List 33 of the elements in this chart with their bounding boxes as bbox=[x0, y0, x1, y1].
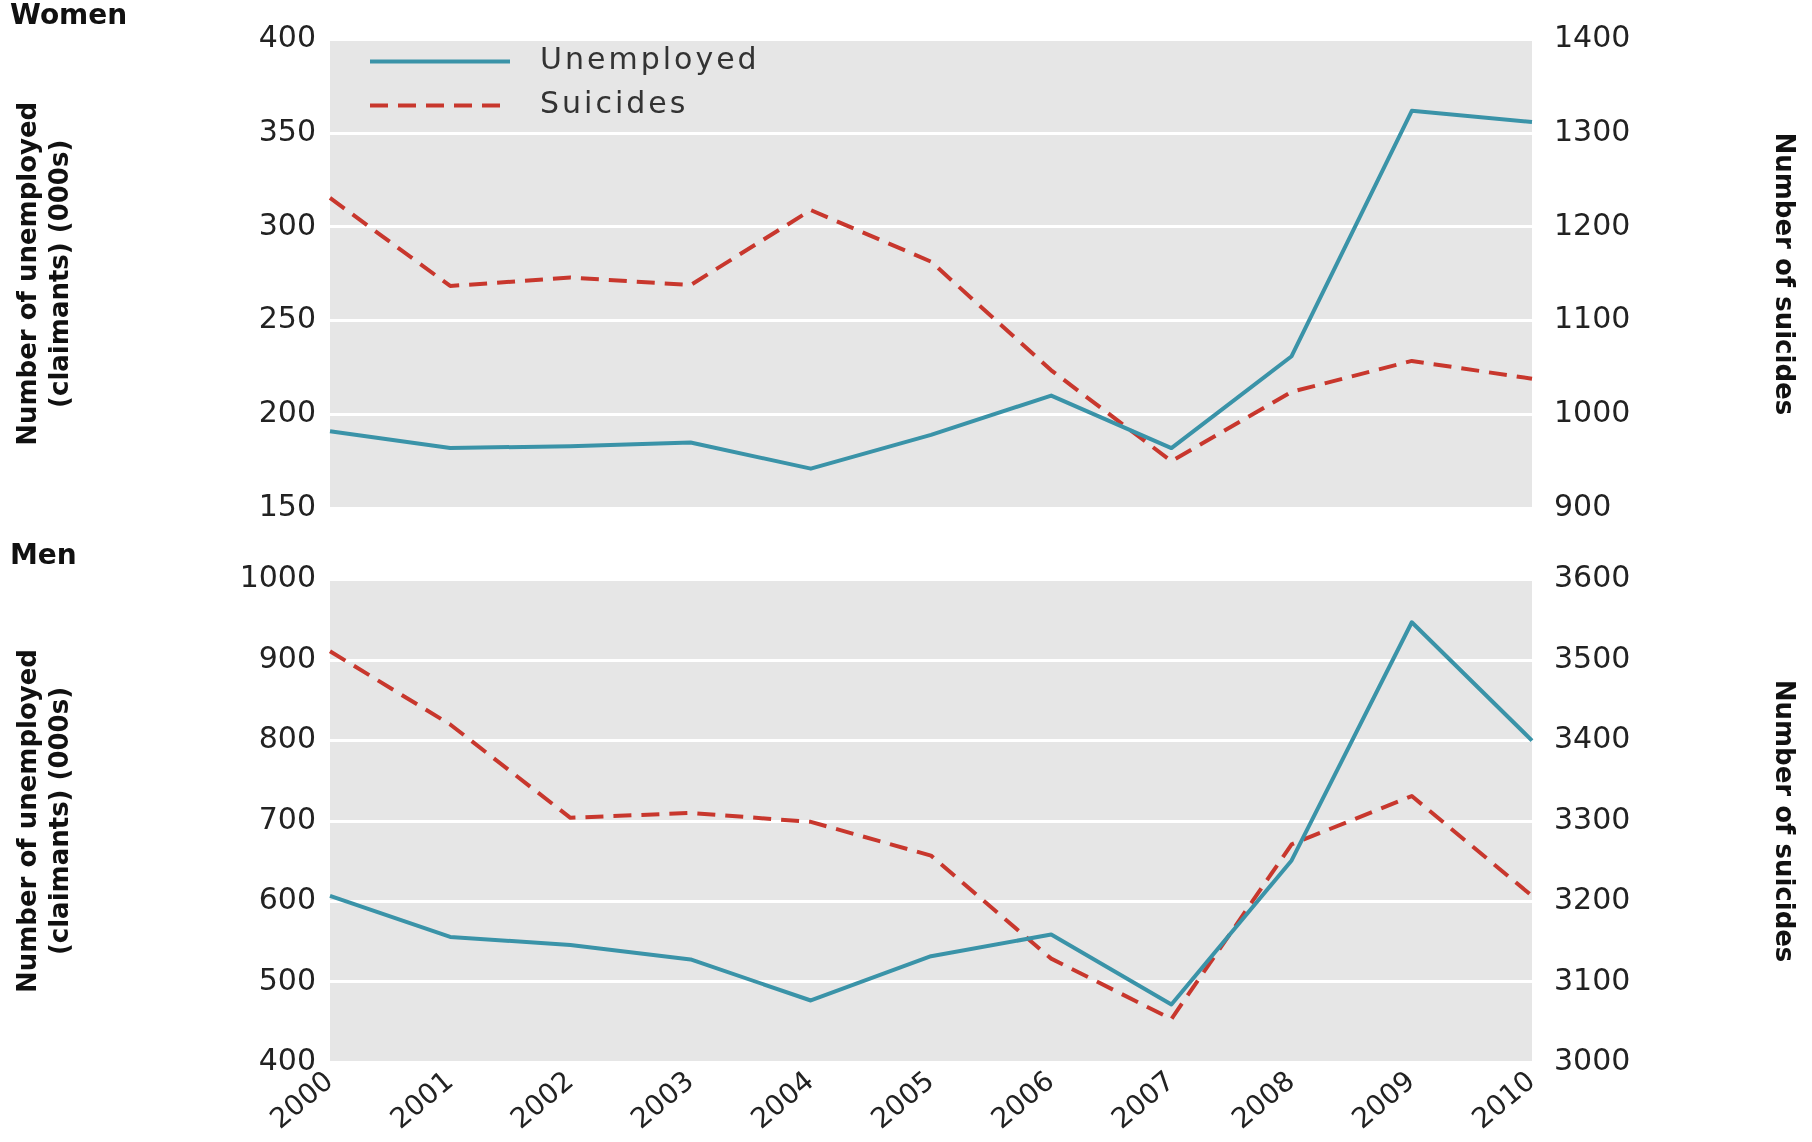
y2-tick-label: 3600 bbox=[1554, 559, 1631, 595]
y-tick-label: 350 bbox=[258, 113, 316, 149]
y2-tick-label: 3000 bbox=[1554, 1042, 1631, 1078]
y2-tick-label: 3300 bbox=[1554, 800, 1631, 836]
legend-label: Suicides bbox=[540, 85, 689, 121]
y-tick-label: 1000 bbox=[239, 559, 316, 595]
y-tick-label: 250 bbox=[258, 300, 316, 336]
y-tick-label: 400 bbox=[258, 19, 316, 55]
y2-tick-label: 3100 bbox=[1554, 961, 1631, 997]
y2-tick-label: 1300 bbox=[1554, 113, 1631, 149]
y2-tick-label: 3400 bbox=[1554, 720, 1631, 756]
y2-tick-label: 1100 bbox=[1554, 300, 1631, 336]
y2-tick-label: 1400 bbox=[1554, 19, 1631, 55]
y-tick-label: 300 bbox=[258, 206, 316, 242]
y-tick-label: 200 bbox=[258, 394, 316, 430]
y2-axis-title: Number of suicides bbox=[1769, 679, 1800, 963]
y2-tick-label: 3500 bbox=[1554, 639, 1631, 675]
y-tick-label: 800 bbox=[258, 720, 316, 756]
y-axis-title: Number of unemployed (claimants) (000s) bbox=[12, 101, 74, 446]
y2-tick-label: 3200 bbox=[1554, 881, 1631, 917]
y2-tick-label: 1000 bbox=[1554, 394, 1631, 430]
y2-tick-label: 900 bbox=[1554, 487, 1612, 523]
y-tick-label: 900 bbox=[258, 639, 316, 675]
y-tick-label: 600 bbox=[258, 881, 316, 917]
y-tick-label: 500 bbox=[258, 961, 316, 997]
y-tick-label: 700 bbox=[258, 800, 316, 836]
text: Men bbox=[10, 538, 77, 572]
y-tick-label: 150 bbox=[258, 487, 316, 523]
text: Women bbox=[10, 0, 128, 32]
legend-label: Unemployed bbox=[540, 41, 760, 77]
y-axis-title: Number of unemployed (claimants) (000s) bbox=[12, 649, 74, 994]
y2-axis-title: Number of suicides bbox=[1769, 132, 1800, 416]
y2-tick-label: 1200 bbox=[1554, 206, 1631, 242]
